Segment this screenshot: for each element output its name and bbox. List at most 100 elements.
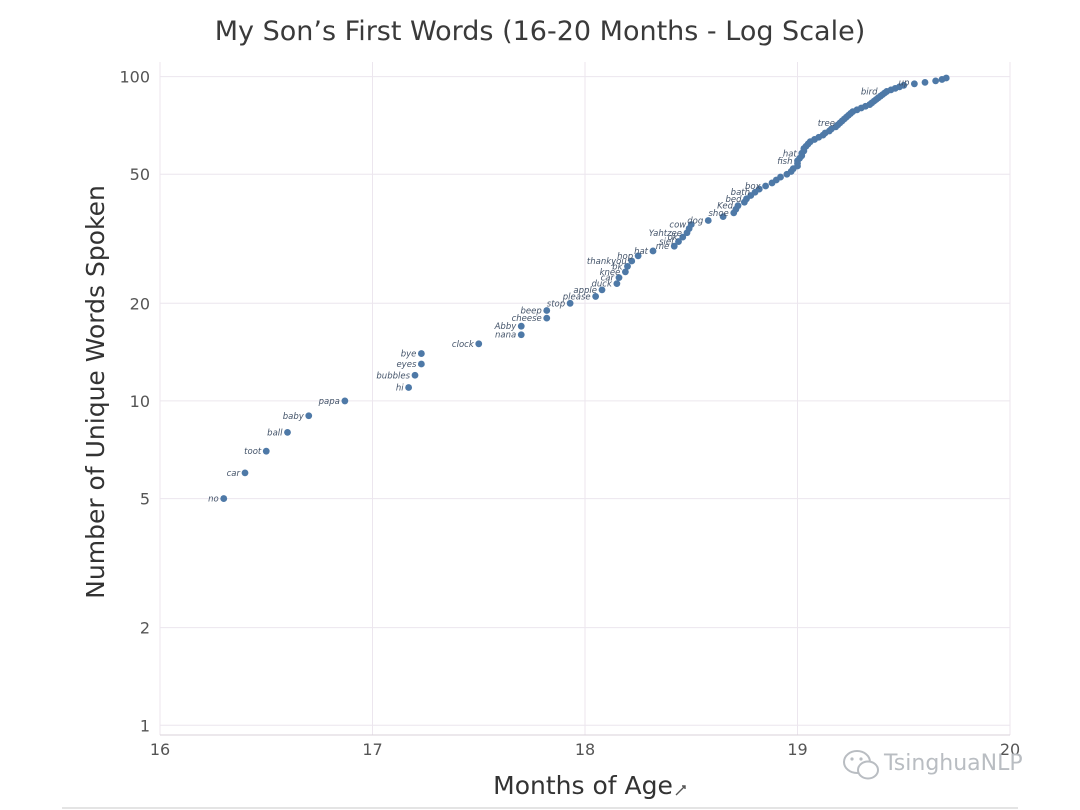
x-tick-label: 20 — [1000, 740, 1020, 759]
point-label: hop — [617, 252, 633, 262]
y-tick-label: 2 — [140, 619, 150, 638]
point-label: toot — [244, 447, 262, 457]
point-label: no — [208, 495, 219, 505]
point-label: bk — [612, 262, 623, 272]
x-tick-label: 17 — [362, 740, 382, 759]
data-point — [670, 242, 678, 250]
point-label: hat — [783, 149, 798, 159]
data-point — [305, 412, 313, 420]
data-point — [417, 350, 425, 357]
data-point — [592, 293, 600, 300]
point-label: bye — [401, 350, 417, 360]
point-label: duck — [591, 280, 612, 290]
x-tick-label: 19 — [787, 740, 807, 759]
x-tick-label: 16 — [150, 740, 170, 759]
point-label: knee — [600, 268, 621, 278]
point-label: please — [562, 292, 591, 302]
data-point — [543, 307, 551, 314]
point-label: baby — [283, 412, 305, 422]
y-tick-label: 10 — [130, 392, 150, 411]
point-label: thankyou — [587, 257, 627, 267]
x-tick-label: 18 — [575, 740, 595, 759]
y-axis-title: Number of Unique Words Spoken — [81, 185, 110, 599]
chart-title: My Son’s First Words (16-20 Months - Log… — [215, 16, 865, 47]
data-point — [762, 182, 770, 190]
data-point — [405, 384, 413, 391]
y-tick-label: 50 — [130, 165, 150, 184]
point-label: dog — [687, 217, 704, 227]
y-tick-label: 100 — [119, 68, 150, 87]
point-label: Yahtzee — [649, 229, 682, 239]
data-point — [475, 340, 483, 348]
data-point — [734, 202, 742, 210]
data-point — [517, 322, 525, 330]
data-point — [624, 262, 631, 270]
point-label: bird — [861, 87, 878, 97]
data-point — [517, 331, 525, 339]
data-point — [777, 173, 784, 181]
data-point — [900, 81, 908, 89]
point-label: car — [601, 274, 615, 284]
data-point — [220, 495, 228, 502]
data-point — [262, 447, 270, 455]
data-point — [241, 469, 249, 477]
point-label: Ked — [717, 202, 734, 212]
data-point — [634, 252, 642, 260]
sort-icon[interactable] — [675, 785, 686, 796]
point-label: nana — [495, 331, 516, 341]
x-axis-ticks: 16 17 18 19 20 — [150, 740, 1020, 759]
y-tick-label: 5 — [140, 490, 150, 509]
data-point — [628, 257, 636, 265]
data-point — [411, 371, 419, 379]
data-point — [598, 286, 606, 294]
watermark: TsinghuaNLP — [843, 750, 1023, 780]
point-label: beep — [521, 307, 542, 317]
data-point — [942, 74, 950, 82]
point-label: up — [899, 78, 910, 88]
wechat-icon — [843, 750, 879, 780]
point-label: papa — [318, 397, 340, 407]
data-point — [615, 274, 623, 282]
point-label: ok — [668, 233, 679, 243]
data-point — [566, 299, 574, 307]
point-label: fish — [777, 157, 792, 167]
gridlines — [159, 62, 1011, 736]
point-label: box — [745, 182, 762, 192]
point-label: bed — [725, 195, 742, 205]
point-label: hi — [396, 384, 404, 394]
data-point — [921, 78, 929, 86]
data-point — [543, 314, 551, 322]
point-label: shoe — [709, 209, 729, 219]
data-point — [613, 280, 621, 288]
x-axis-title: Months of Age — [493, 771, 673, 800]
y-axis-ticks: 1 2 5 10 20 50 100 — [119, 68, 150, 736]
data-point — [687, 221, 695, 228]
data-point — [649, 247, 657, 255]
point-label: siel — [659, 238, 674, 248]
data-point — [755, 185, 763, 193]
point-label: bath — [731, 188, 750, 198]
data-point — [417, 360, 425, 368]
data-point — [284, 428, 291, 436]
point-label: tree — [818, 119, 835, 129]
data-point — [704, 217, 712, 224]
y-tick-label: 1 — [140, 716, 150, 735]
data-point — [341, 397, 349, 405]
point-label: clock — [452, 340, 475, 350]
point-label: bubbles — [376, 371, 410, 381]
point-label: stop — [547, 299, 565, 309]
point-label: apple — [573, 286, 597, 296]
point-label: me — [656, 242, 670, 252]
data-point — [621, 268, 629, 276]
point-label: cheese — [512, 314, 542, 324]
data-points — [220, 74, 950, 502]
data-point — [910, 80, 918, 88]
point-label: Abby — [494, 322, 518, 332]
data-point — [675, 238, 682, 245]
point-label: ball — [267, 428, 283, 438]
point-label: hat — [634, 247, 649, 257]
watermark-text: TsinghuaNLP — [883, 751, 1023, 776]
